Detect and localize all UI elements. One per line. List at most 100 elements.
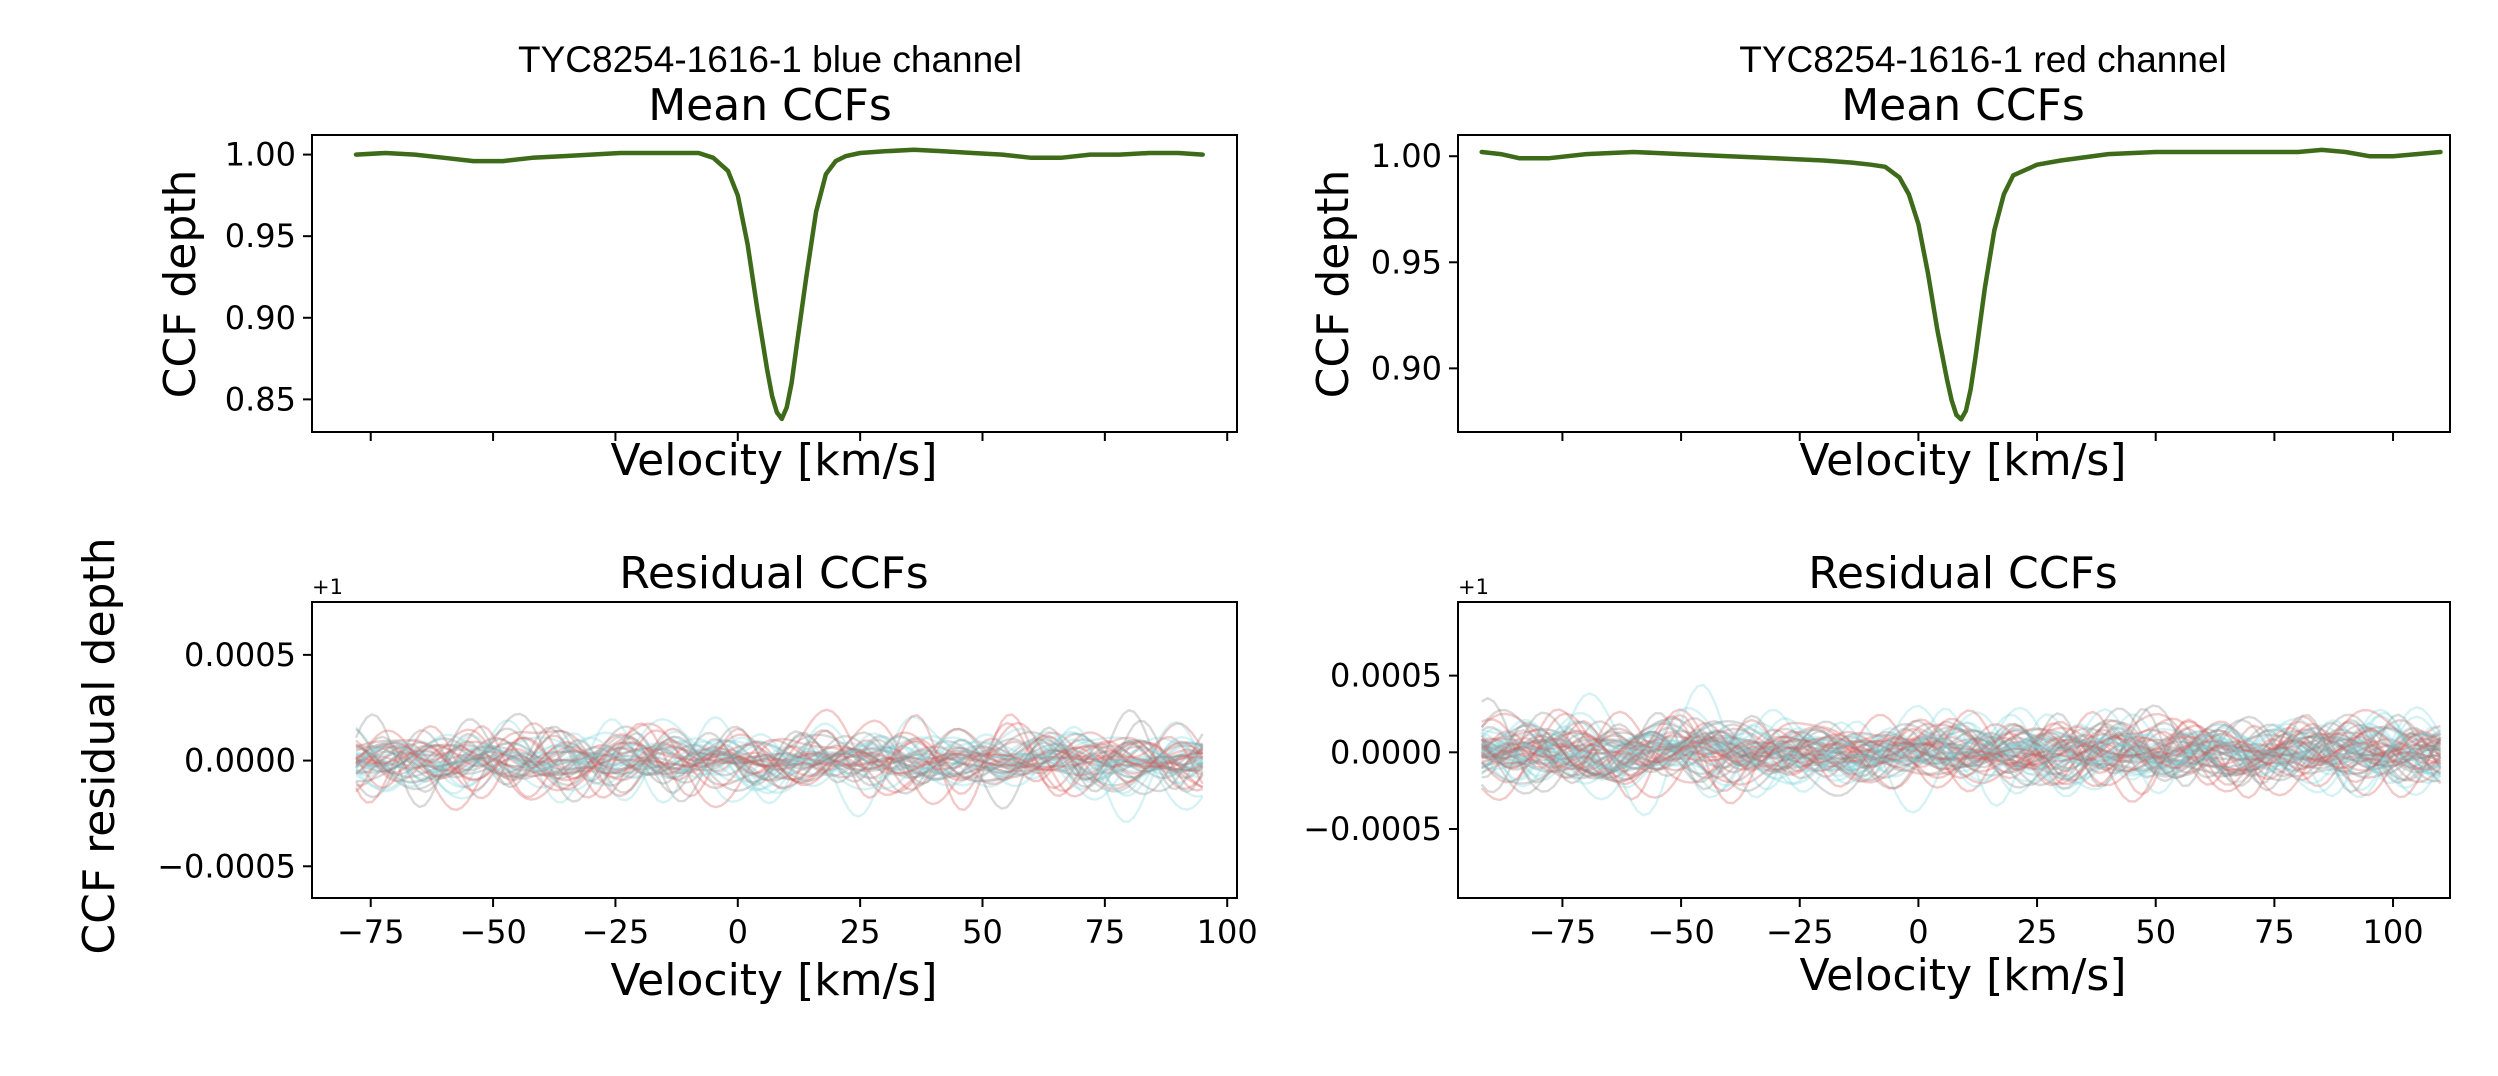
mean-ccf-line bbox=[1479, 147, 2443, 422]
residual-ccf-line bbox=[1481, 734, 2441, 773]
residual-ccf-line bbox=[355, 732, 1204, 779]
residual-ccf-line bbox=[1480, 733, 2441, 780]
residual-ccf-line bbox=[355, 735, 1204, 784]
residual-ccf-line bbox=[355, 725, 1204, 823]
residual-ccf-line bbox=[354, 713, 1203, 811]
x-axis-label: Velocity [km/s] bbox=[610, 955, 937, 1006]
residual-ccf-line bbox=[1480, 717, 2441, 787]
residual-ccf-line bbox=[355, 730, 1204, 787]
plot-area bbox=[354, 708, 1204, 823]
residual-ccf-line bbox=[1480, 683, 2441, 817]
x-tick-label: −25 bbox=[1766, 913, 1834, 951]
panel-blue-residuals: Residual CCFs +1 −0.0005 0.0000 0.0005 −75… bbox=[74, 537, 1258, 1006]
residual-ccf-line bbox=[355, 721, 1204, 795]
x-tick-label: 100 bbox=[1197, 913, 1258, 951]
residual-ccf-line bbox=[355, 712, 1204, 803]
residual-ccf-line bbox=[1481, 706, 2442, 797]
residual-ccf-line bbox=[1481, 722, 2441, 777]
residual-ccf-line bbox=[1480, 720, 2442, 795]
residual-ccf-line bbox=[355, 709, 1204, 810]
residual-ccf-line bbox=[355, 727, 1203, 798]
residual-ccf-line bbox=[1480, 715, 2442, 798]
residual-ccf-line bbox=[1480, 725, 2441, 782]
axes-frame bbox=[1457, 601, 2451, 899]
y-tick-label: 1.00 bbox=[225, 136, 296, 174]
residual-ccf-line bbox=[355, 719, 1204, 799]
residual-ccf-line bbox=[1481, 708, 2442, 795]
residual-ccf-line bbox=[1481, 710, 2441, 796]
residual-ccf-line bbox=[355, 736, 1203, 782]
residual-ccf-line bbox=[1481, 720, 2442, 793]
residual-ccf-line bbox=[1481, 722, 2441, 783]
residual-ccf-line bbox=[1481, 733, 2441, 776]
y-tick-label: −0.0005 bbox=[157, 847, 296, 885]
residual-ccf-line bbox=[1480, 723, 2442, 785]
x-tick-label: −50 bbox=[459, 913, 527, 951]
residual-ccf-line bbox=[1481, 728, 2442, 787]
residual-ccf-line bbox=[355, 740, 1204, 777]
residual-ccf-line bbox=[355, 719, 1204, 806]
residual-ccf-line bbox=[355, 741, 1204, 780]
residual-ccf-line bbox=[355, 739, 1204, 783]
x-tick-label: −50 bbox=[1647, 913, 1715, 951]
residual-ccf-line bbox=[355, 730, 1203, 787]
residual-ccf-line bbox=[354, 726, 1204, 794]
residual-ccf-line bbox=[1481, 731, 2441, 784]
x-tick-label: 0 bbox=[1908, 913, 1928, 951]
x-tick-label: 75 bbox=[1084, 913, 1125, 951]
residual-ccf-line bbox=[1481, 713, 2442, 794]
residual-ccf-line bbox=[355, 732, 1203, 792]
residual-ccf-line bbox=[355, 731, 1203, 800]
x-tick-label: 0 bbox=[728, 913, 748, 951]
y-tick-label: 0.0005 bbox=[184, 636, 296, 674]
residual-ccf-line bbox=[355, 736, 1204, 811]
residual-ccf-line bbox=[1481, 720, 2441, 787]
y-axis-ticks: −0.0005 0.0000 0.0005 bbox=[157, 636, 312, 885]
residual-ccf-line bbox=[1480, 719, 2441, 776]
x-tick-label: 25 bbox=[2017, 913, 2058, 951]
residual-ccf-line bbox=[1480, 722, 2441, 793]
residual-ccf-line bbox=[355, 715, 1204, 818]
x-tick-label: −75 bbox=[1529, 913, 1597, 951]
x-tick-label: 25 bbox=[840, 913, 881, 951]
residual-ccf-line bbox=[1481, 708, 2442, 814]
y-tick-label: 0.0000 bbox=[1330, 733, 1442, 771]
panel-title: Mean CCFs bbox=[1841, 80, 2085, 131]
y-axis-label: CCF depth bbox=[1308, 170, 1359, 399]
y-tick-label: 0.90 bbox=[1371, 349, 1442, 387]
residual-ccf-line bbox=[1480, 709, 2442, 797]
y-tick-label: 0.95 bbox=[1371, 243, 1442, 281]
axes-frame bbox=[1457, 134, 2451, 433]
axes-frame bbox=[311, 601, 1238, 899]
x-axis-label: Velocity [km/s] bbox=[610, 435, 937, 486]
residual-ccf-line bbox=[355, 721, 1204, 798]
residual-ccf-line bbox=[355, 742, 1203, 788]
plot-area bbox=[353, 147, 1205, 422]
x-axis-label: Velocity [km/s] bbox=[1799, 950, 2126, 1001]
panel-red-mean: TYC8254-1616-1 red channel Mean CCFs 0.9… bbox=[1308, 39, 2451, 486]
x-axis-ticks bbox=[369, 432, 1229, 441]
offset-text: +1 bbox=[312, 575, 343, 599]
y-tick-label: 1.00 bbox=[1371, 137, 1442, 175]
x-axis-label: Velocity [km/s] bbox=[1799, 435, 2126, 486]
y-tick-label: −0.0005 bbox=[1303, 810, 1442, 848]
residual-ccf-line bbox=[1481, 707, 2442, 790]
x-tick-label: 100 bbox=[2363, 913, 2424, 951]
residual-ccf-line bbox=[355, 715, 1204, 805]
residual-ccf-line bbox=[354, 725, 1204, 804]
residual-ccf-line bbox=[1481, 717, 2442, 793]
x-tick-label: 75 bbox=[2254, 913, 2295, 951]
residual-ccf-line bbox=[355, 731, 1204, 780]
y-tick-label: 0.0005 bbox=[1330, 657, 1442, 695]
residual-ccf-line bbox=[1481, 712, 2442, 793]
residual-ccf-line bbox=[355, 731, 1204, 793]
residual-ccf-line bbox=[1481, 730, 2442, 782]
panel-title: Residual CCFs bbox=[619, 548, 928, 599]
residual-ccf-line bbox=[1480, 710, 2441, 799]
residual-ccf-line bbox=[1481, 713, 2442, 795]
residual-ccf-line bbox=[355, 727, 1204, 792]
residual-ccf-line bbox=[1481, 723, 2441, 775]
residual-ccf-line bbox=[355, 738, 1204, 787]
residual-ccf-line bbox=[1481, 725, 2442, 779]
